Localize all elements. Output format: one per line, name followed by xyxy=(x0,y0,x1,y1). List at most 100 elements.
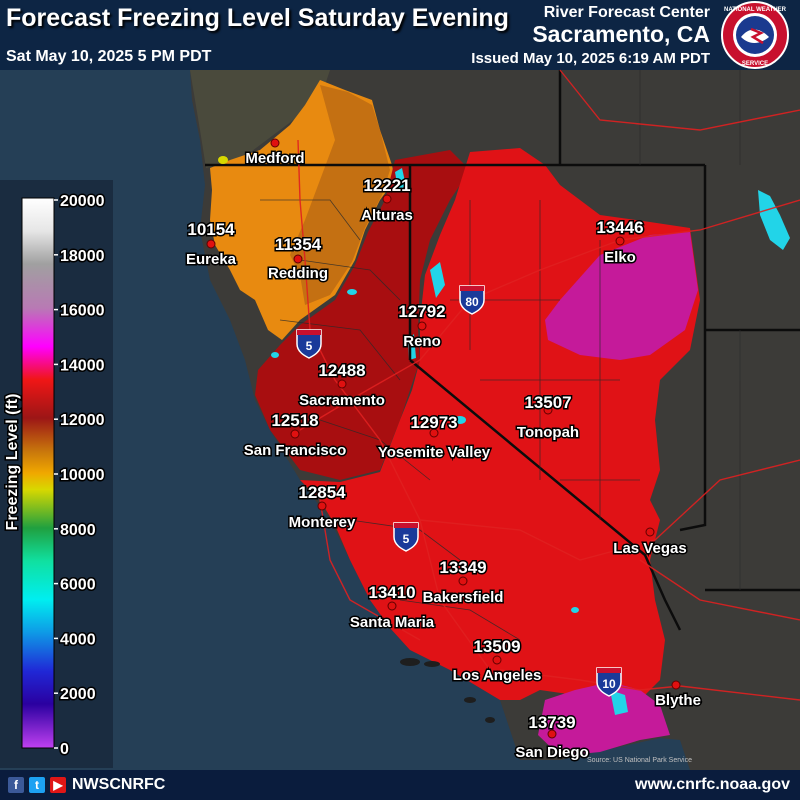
city-alturas: 12221 Alturas xyxy=(360,175,415,226)
city-marker xyxy=(293,254,303,264)
legend-tick-label: 20000 xyxy=(60,193,105,210)
city-los-angeles: 13509 Los Angeles xyxy=(451,636,543,686)
city-las-vegas: Las Vegas xyxy=(612,527,688,559)
legend-tick-label: 10000 xyxy=(60,467,105,484)
city-name: Reno xyxy=(403,333,441,350)
interstate-number: 10 xyxy=(602,677,616,691)
city-name: Blythe xyxy=(655,692,701,709)
issued-time: Issued May 10, 2025 6:19 AM PDT xyxy=(471,50,710,67)
city-name: Sacramento xyxy=(299,392,385,409)
legend-tick-label: 8000 xyxy=(60,522,96,539)
city-freezing-level-value: 13509 xyxy=(473,637,520,656)
city-freezing-level-value: 13349 xyxy=(439,558,486,577)
source-note: Source: US National Park Service xyxy=(587,757,692,764)
city-marker xyxy=(382,194,392,204)
header-band xyxy=(0,0,800,70)
center-name: River Forecast Center xyxy=(543,4,710,21)
channel-islands xyxy=(400,658,495,723)
city-freezing-level-value: 13739 xyxy=(528,713,575,732)
city-freezing-level-value: 12488 xyxy=(318,361,365,380)
legend-tick-label: 6000 xyxy=(60,577,96,594)
city-name: Bakersfield xyxy=(423,589,504,606)
office-name: Sacramento, CA xyxy=(532,21,710,47)
city-marker xyxy=(387,601,397,611)
city-freezing-level-value: 12973 xyxy=(410,413,457,432)
yellow-patch xyxy=(218,156,228,164)
facebook-icon[interactable]: f xyxy=(8,777,24,793)
legend-tick-label: 16000 xyxy=(60,303,105,320)
city-name: Las Vegas xyxy=(613,540,686,557)
city-freezing-level-value: 13507 xyxy=(524,393,571,412)
city-name: Medford xyxy=(245,150,304,167)
footer-bar: f t ▶ NWSCNRFC www.cnrfc.noaa.gov xyxy=(0,770,800,800)
city-freezing-level-value: 11354 xyxy=(275,235,322,254)
city-freezing-level-value: 12854 xyxy=(298,483,346,502)
highways xyxy=(297,69,800,701)
city-freezing-level-value: 13410 xyxy=(368,583,415,602)
city-name: Monterey xyxy=(289,514,356,531)
legend-tick-label: 14000 xyxy=(60,357,105,374)
page-title: Forecast Freezing Level Saturday Evening xyxy=(6,4,509,32)
city-marker xyxy=(429,428,439,438)
legend-tick-label: 12000 xyxy=(60,412,105,429)
city-blythe: Blythe xyxy=(654,680,702,711)
city-elko: 13446 Elko xyxy=(595,217,645,268)
city-name: Yosemite Valley xyxy=(378,444,491,461)
city-marker xyxy=(671,680,681,690)
city-name: Eureka xyxy=(186,251,237,268)
city-marker xyxy=(337,379,347,389)
city-marker xyxy=(645,527,655,537)
city-name: Los Angeles xyxy=(453,667,542,684)
state-borders xyxy=(205,70,800,631)
city-name: San Diego xyxy=(515,744,588,761)
city-marker xyxy=(492,655,502,665)
social-handle[interactable]: NWSCNRFC xyxy=(72,776,166,793)
city-sacramento: 12488 Sacramento xyxy=(298,360,387,411)
city-eureka: 10154 Eureka xyxy=(184,219,238,270)
freezing-level-orange-dark xyxy=(290,85,390,305)
svg-text:SERVICE: SERVICE xyxy=(742,61,768,67)
city-name: San Francisco xyxy=(244,442,347,459)
city-san-francisco: 12518 San Francisco xyxy=(242,410,348,461)
city-marker xyxy=(206,239,216,249)
city-labels: Medford 10154 Eureka 11354 Redding 12221 Altur… xyxy=(184,138,702,763)
legend-tick-label: 4000 xyxy=(60,631,96,648)
lakes xyxy=(271,168,790,715)
city-freezing-level-value: 12221 xyxy=(363,176,410,195)
city-name: Tonopah xyxy=(517,424,579,441)
nws-logo: NATIONAL WEATHER SERVICE xyxy=(721,1,789,69)
freezing-level-magenta-north xyxy=(545,232,698,360)
freezing-level-dark-red xyxy=(255,150,470,480)
freezing-level-magenta-south xyxy=(538,682,670,756)
website-link[interactable]: www.cnrfc.noaa.gov xyxy=(635,776,790,793)
city-name: Santa Maria xyxy=(350,614,435,631)
interstate-number: 80 xyxy=(465,295,479,309)
city-tonopah: 13507 Tonopah xyxy=(515,392,580,443)
city-medford: Medford xyxy=(244,138,306,169)
svg-text:NATIONAL WEATHER: NATIONAL WEATHER xyxy=(724,7,787,13)
oregon-land xyxy=(190,70,330,168)
city-monterey: 12854 Monterey xyxy=(287,482,357,533)
legend-gradient-bar xyxy=(21,197,55,749)
youtube-icon[interactable]: ▶ xyxy=(50,777,66,793)
city-san-diego: 13739 San Diego xyxy=(514,712,590,763)
city-marker xyxy=(317,501,327,511)
city-name: Alturas xyxy=(361,207,413,224)
city-santa-maria: 13410 Santa Maria xyxy=(348,582,436,633)
city-marker xyxy=(290,429,300,439)
city-marker xyxy=(547,729,557,739)
city-marker xyxy=(270,138,280,148)
legend-tick-label: 18000 xyxy=(60,248,105,265)
legend-tick-label: 0 xyxy=(60,741,69,758)
city-reno: 12792 Reno xyxy=(397,301,447,352)
twitter-icon[interactable]: t xyxy=(29,777,45,793)
city-freezing-level-value: 10154 xyxy=(187,220,235,239)
city-freezing-level-value: 13446 xyxy=(596,218,643,237)
legend-title: Freezing Level (ft) xyxy=(4,394,21,531)
valid-time: Sat May 10, 2025 5 PM PDT xyxy=(6,48,212,65)
city-marker xyxy=(458,576,468,586)
legend-tick-label: 2000 xyxy=(60,686,96,703)
city-marker xyxy=(615,236,625,246)
